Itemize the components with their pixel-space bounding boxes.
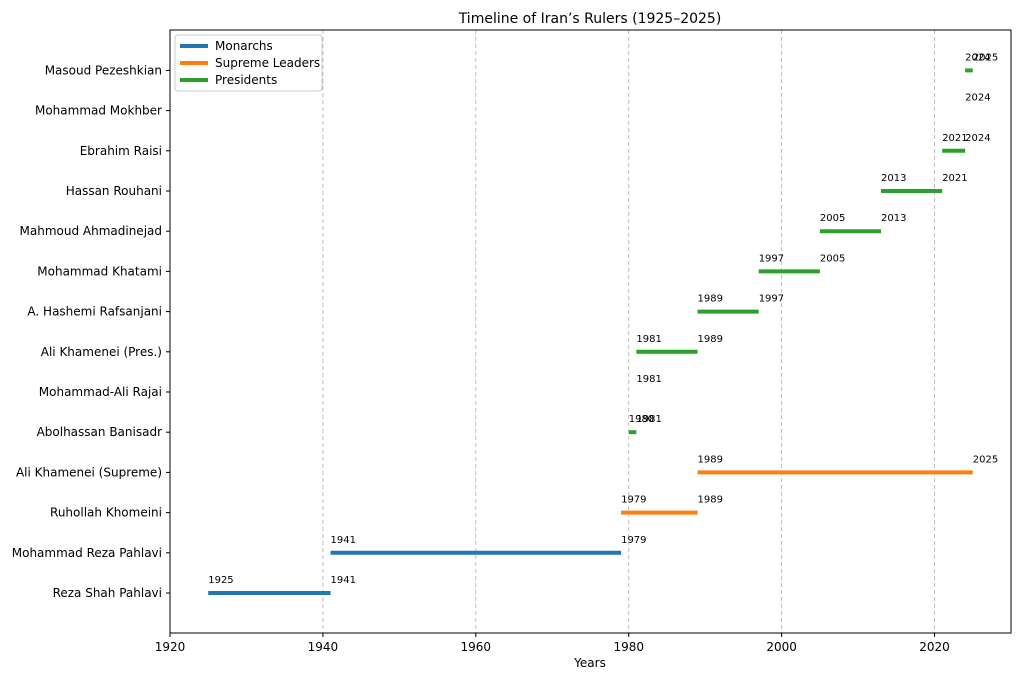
- start-year-label: 2024: [965, 93, 990, 104]
- ruler-name-label: Mohammad Khatami: [37, 264, 162, 278]
- ruler-name-label: Mohammad Reza Pahlavi: [12, 546, 162, 560]
- start-year-label: 1979: [621, 495, 646, 506]
- x-axis-label: Years: [573, 656, 606, 670]
- x-tick-label: 1980: [613, 640, 644, 654]
- ruler-name-label: Mohammad Mokhber: [35, 104, 162, 118]
- end-year-label: 1997: [759, 294, 784, 305]
- ruler-name-label: Masoud Pezeshkian: [45, 63, 162, 77]
- ruler-name-label: Hassan Rouhani: [66, 184, 162, 198]
- start-year-label: 1997: [759, 253, 784, 264]
- x-tick-label: 1960: [461, 640, 492, 654]
- ruler-name-label: Ali Khamenei (Pres.): [41, 345, 162, 359]
- plot-frame: [169, 29, 1012, 634]
- end-year-label: 2025: [973, 454, 998, 465]
- ruler-name-label: Mohammad-Ali Rajai: [39, 385, 162, 399]
- end-year-label: 2021: [942, 173, 967, 184]
- start-year-label: 2005: [820, 213, 845, 224]
- ruler-name-label: Ali Khamenei (Supreme): [16, 465, 162, 479]
- x-tick-label: 1920: [155, 640, 186, 654]
- start-year-label: 2024: [965, 52, 990, 63]
- start-year-label: 2013: [881, 173, 906, 184]
- end-year-label: 2024: [965, 133, 990, 144]
- end-year-label: 2013: [881, 213, 906, 224]
- end-year-label: 2005: [820, 253, 845, 264]
- legend-box: [174, 34, 323, 92]
- start-year-label: 2021: [942, 133, 967, 144]
- end-year-label: 1941: [331, 575, 356, 586]
- start-year-label: 1925: [208, 575, 233, 586]
- start-year-label: 1989: [698, 454, 723, 465]
- end-year-label: 1981: [636, 414, 661, 425]
- x-tick-label: 2020: [919, 640, 950, 654]
- start-year-label: 1981: [636, 374, 661, 385]
- ruler-name-label: Ebrahim Raisi: [80, 144, 162, 158]
- bars: [208, 68, 973, 595]
- start-year-label: 1941: [331, 535, 356, 546]
- legend-entry: Presidents: [215, 73, 277, 87]
- end-year-label: 1989: [698, 495, 723, 506]
- x-tick-label: 1940: [308, 640, 339, 654]
- start-year-label: 1989: [698, 294, 723, 305]
- chart-title: Timeline of Iran’s Rulers (1925–2025): [458, 11, 722, 27]
- start-year-label: 1981: [636, 334, 661, 345]
- ruler-name-label: Ruhollah Khomeini: [50, 506, 162, 520]
- ruler-name-label: A. Hashemi Rafsanjani: [27, 305, 162, 319]
- legend-entry: Monarchs: [215, 39, 273, 53]
- ruler-name-label: Abolhassan Banisadr: [37, 425, 162, 439]
- end-year-label: 2025: [973, 52, 998, 63]
- ruler-name-label: Reza Shah Pahlavi: [53, 586, 162, 600]
- ruler-name-label: Mahmoud Ahmadinejad: [20, 224, 162, 238]
- end-year-label: 1979: [621, 535, 646, 546]
- end-year-label: 1989: [698, 334, 723, 345]
- x-axis: 1920 1940 1960 1980 2000 2020: [155, 633, 950, 654]
- start-year-label: 1980: [629, 414, 654, 425]
- legend: Monarchs Supreme Leaders Presidents: [174, 34, 323, 92]
- y-axis: Reza Shah Pahlavi Mohammad Reza Pahlavi Ru…: [12, 63, 170, 600]
- x-tick-label: 2000: [766, 640, 797, 654]
- legend-entry: Supreme Leaders: [215, 56, 320, 70]
- grid-lines: [322, 30, 935, 633]
